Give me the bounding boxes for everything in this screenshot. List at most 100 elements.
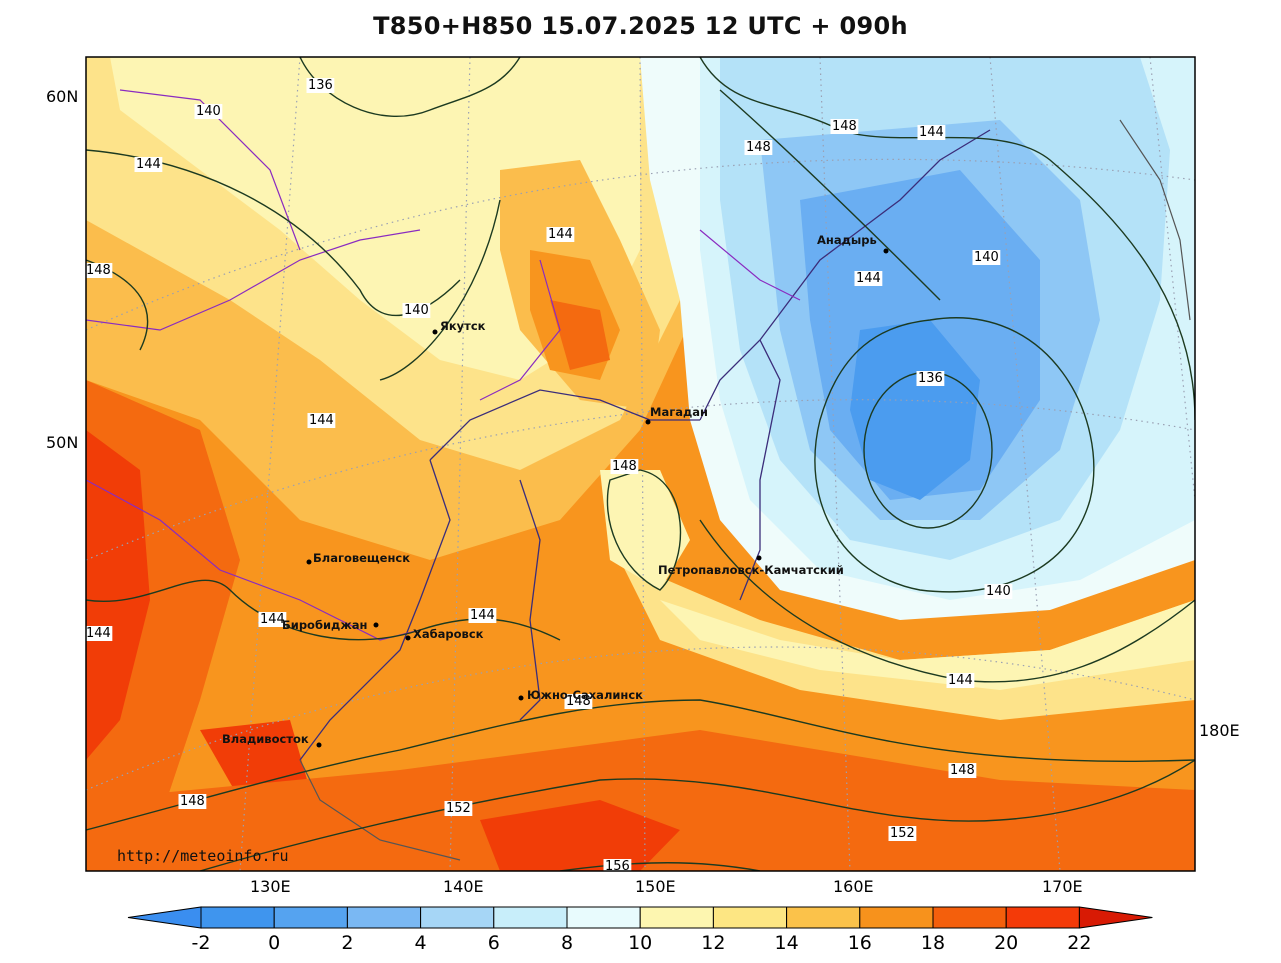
contour-label: 144 <box>856 271 881 286</box>
city-label: Анадырь <box>817 233 877 247</box>
map-title: T850+H850 15.07.2025 12 UTC + 090h <box>373 12 908 40</box>
colorbar-tick-label: 6 <box>488 932 500 954</box>
colorbar-tick-label: 20 <box>994 932 1018 954</box>
colorbar-swatch <box>273 906 348 929</box>
contour-label: 144 <box>309 413 334 428</box>
lon-label: 140E <box>443 877 484 896</box>
contour-label-bg <box>744 140 773 155</box>
graticule <box>86 57 1195 871</box>
contour-label: 148 <box>86 263 111 278</box>
contour-label-bg <box>468 608 497 623</box>
contour-label: 144 <box>260 612 285 627</box>
temperature-field <box>86 57 1195 871</box>
contour-label-bg <box>307 413 336 428</box>
contour-label-bg <box>178 794 207 809</box>
city-label: Петропавловск-Камчатский <box>658 563 844 577</box>
contour-label: 148 <box>180 794 205 809</box>
contour-label: 140 <box>986 584 1011 599</box>
colorbar-swatch <box>786 906 861 929</box>
city-label: Биробиджан <box>282 618 367 632</box>
colorbar-swatch <box>420 906 495 929</box>
colorbar-swatch <box>566 906 641 929</box>
lon-label: 170E <box>1042 877 1083 896</box>
city-label: Южно-Сахалинск <box>527 688 643 702</box>
contour-label-bg <box>546 227 575 242</box>
contour-label-bg <box>854 271 883 286</box>
colorbar: -2 0 2 4 6 8 10 12 14 16 18 20 22 <box>127 906 1153 954</box>
lon-label: 160E <box>833 877 874 896</box>
contour-label-bg <box>948 763 977 778</box>
contour-label-bg <box>134 157 163 172</box>
contour-label-bg <box>84 626 113 641</box>
contour-label: 140 <box>974 250 999 265</box>
contour-label-bg <box>916 371 945 386</box>
contour-label-bg <box>610 459 639 474</box>
contour-label: 148 <box>746 140 771 155</box>
city-label: Хабаровск <box>413 627 484 641</box>
colorbar-swatch <box>200 906 275 929</box>
colorbar-swatch <box>859 906 934 929</box>
contour-label: 148 <box>950 763 975 778</box>
colorbar-swatch <box>1005 906 1080 929</box>
colorbar-tick-label: 22 <box>1067 932 1091 954</box>
colorbar-tick-label: -2 <box>192 932 211 954</box>
colorbar-swatch <box>493 906 568 929</box>
contour-label-bg <box>830 119 859 134</box>
colorbar-tick-label: 16 <box>848 932 872 954</box>
contour-label-bg <box>258 612 287 627</box>
lon-label: 130E <box>250 877 291 896</box>
contour-label: 136 <box>918 371 943 386</box>
colorbar-tick-label: 14 <box>775 932 799 954</box>
contour-label-bg <box>917 125 946 140</box>
contour-label-bg <box>946 673 975 688</box>
contour-label: 144 <box>470 608 495 623</box>
contour-label: 152 <box>446 801 471 816</box>
city-label: Магадан <box>650 405 708 419</box>
colorbar-tick-label: 4 <box>415 932 427 954</box>
lat-label: 60N <box>46 87 78 106</box>
contour-label-bg <box>84 263 113 278</box>
colorbar-tick-label: 8 <box>561 932 573 954</box>
cities: Якутск Анадырь Магадан Петропавловск-Кам… <box>222 233 889 748</box>
colorbar-swatch <box>932 906 1007 929</box>
contour-label: 144 <box>948 673 973 688</box>
city-label: Благовещенск <box>313 551 410 565</box>
contour-label: 144 <box>919 125 944 140</box>
colorbar-swatch <box>712 906 788 929</box>
lon-label: 180E <box>1199 721 1240 740</box>
contour-label-bg <box>564 694 593 709</box>
colorbar-tick-label: 10 <box>628 932 652 954</box>
contour-label: 144 <box>86 626 111 641</box>
lat-label: 50N <box>46 433 78 452</box>
contour-label: 140 <box>404 303 429 318</box>
city-label: Владивосток <box>222 732 309 746</box>
colorbar-arrow-low <box>127 906 202 929</box>
contour-label-bg <box>888 826 917 841</box>
colorbar-tick-label: 12 <box>701 932 725 954</box>
watermark: http://meteoinfo.ru <box>117 847 289 865</box>
contour-label-bg <box>972 250 1001 265</box>
contour-label-bg <box>984 584 1013 599</box>
contour-label: 148 <box>612 459 637 474</box>
contour-label: 144 <box>136 157 161 172</box>
contour-label: 144 <box>548 227 573 242</box>
colorbar-swatch <box>639 906 714 929</box>
map-frame <box>85 56 1196 872</box>
contour-label-bg <box>306 78 335 93</box>
colorbar-tick-label: 2 <box>341 932 353 954</box>
contour-label: 136 <box>308 78 333 93</box>
contour-label: 140 <box>196 104 221 119</box>
contour-label: 152 <box>890 826 915 841</box>
colorbar-tick-label: 0 <box>268 932 280 954</box>
colorbar-tick-label: 18 <box>921 932 945 954</box>
contour-label-bg <box>444 801 473 816</box>
contour-label-bg <box>194 104 223 119</box>
contour-label: 148 <box>832 119 857 134</box>
colorbar-swatch <box>346 906 422 929</box>
contour-label: 148 <box>566 694 591 709</box>
lon-label: 150E <box>635 877 676 896</box>
colorbar-arrow-high <box>1078 906 1153 929</box>
city-label: Якутск <box>440 319 486 333</box>
contour-label-bg <box>402 303 431 318</box>
